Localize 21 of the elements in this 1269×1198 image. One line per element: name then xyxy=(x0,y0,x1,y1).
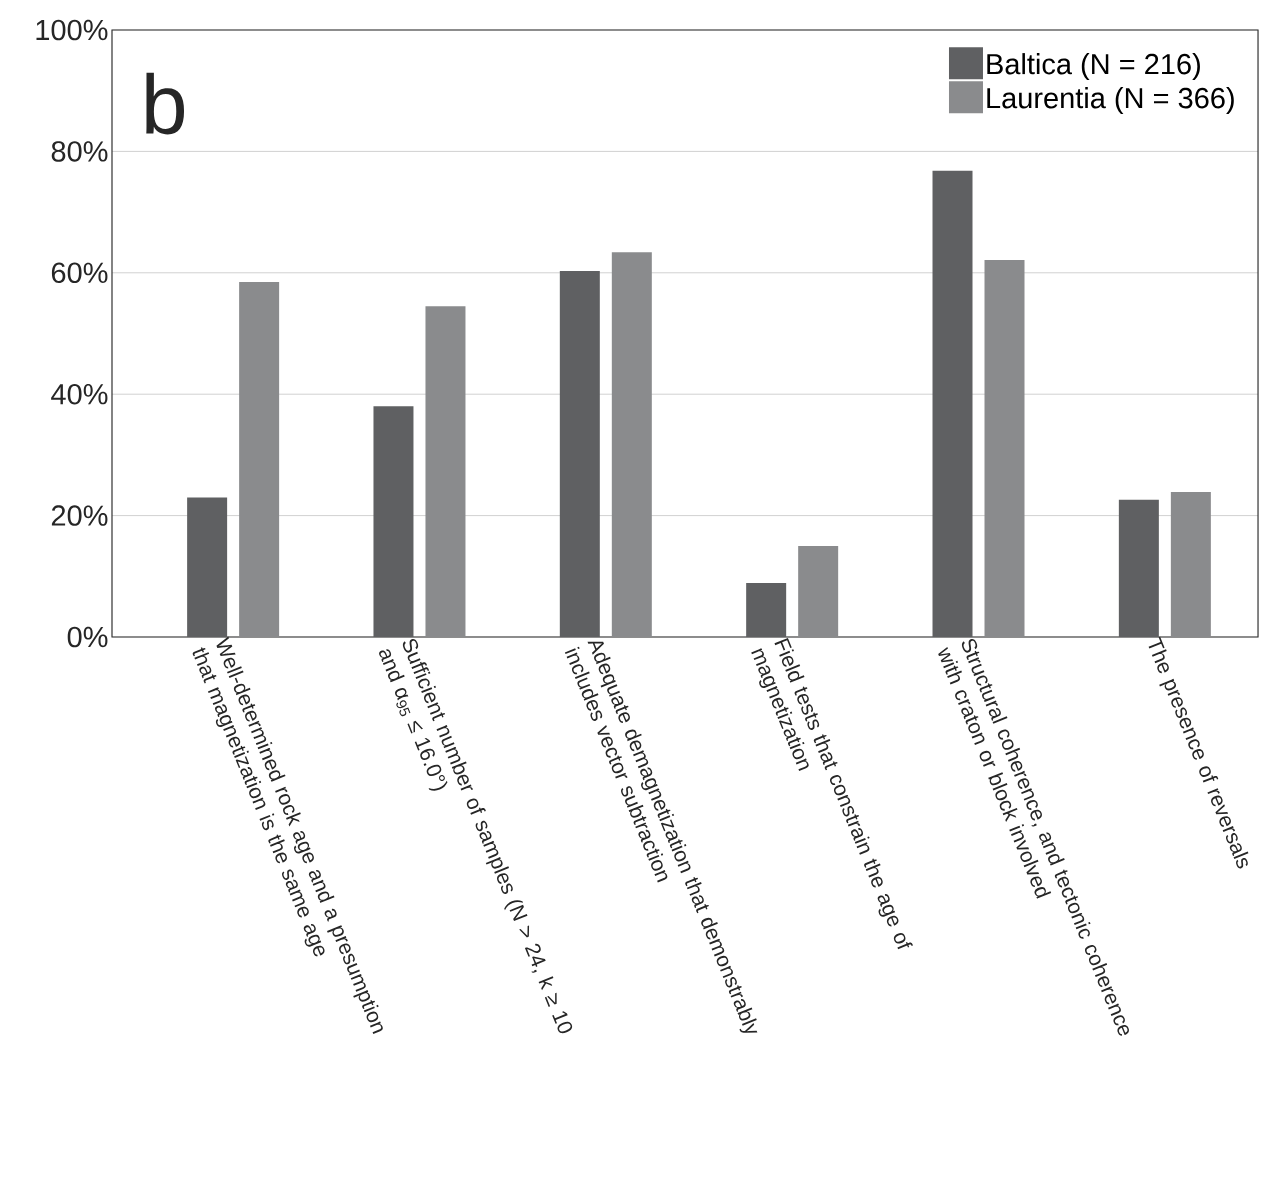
y-tick-label: 60% xyxy=(51,262,108,284)
bar xyxy=(239,281,280,637)
annotation: b xyxy=(146,72,185,135)
y-tick-label: 20% xyxy=(51,505,108,526)
bar xyxy=(611,252,652,637)
y-tick-label: 100% xyxy=(36,19,108,41)
bar xyxy=(1170,491,1211,637)
bar xyxy=(373,406,414,637)
legend-label: Laurentia (N = 366) xyxy=(987,87,1234,115)
legend-label: Baltica (N = 216) xyxy=(987,53,1200,81)
bar xyxy=(559,270,600,637)
bar xyxy=(798,545,839,637)
y-tick-label: 40% xyxy=(51,383,108,405)
bar xyxy=(932,170,973,637)
bar xyxy=(187,497,228,637)
y-tick-label: 80% xyxy=(51,141,108,162)
y-tick-label: 0% xyxy=(67,626,108,648)
bar xyxy=(984,260,1025,637)
bar xyxy=(1118,499,1159,637)
bar xyxy=(425,306,466,637)
bar xyxy=(746,582,787,637)
